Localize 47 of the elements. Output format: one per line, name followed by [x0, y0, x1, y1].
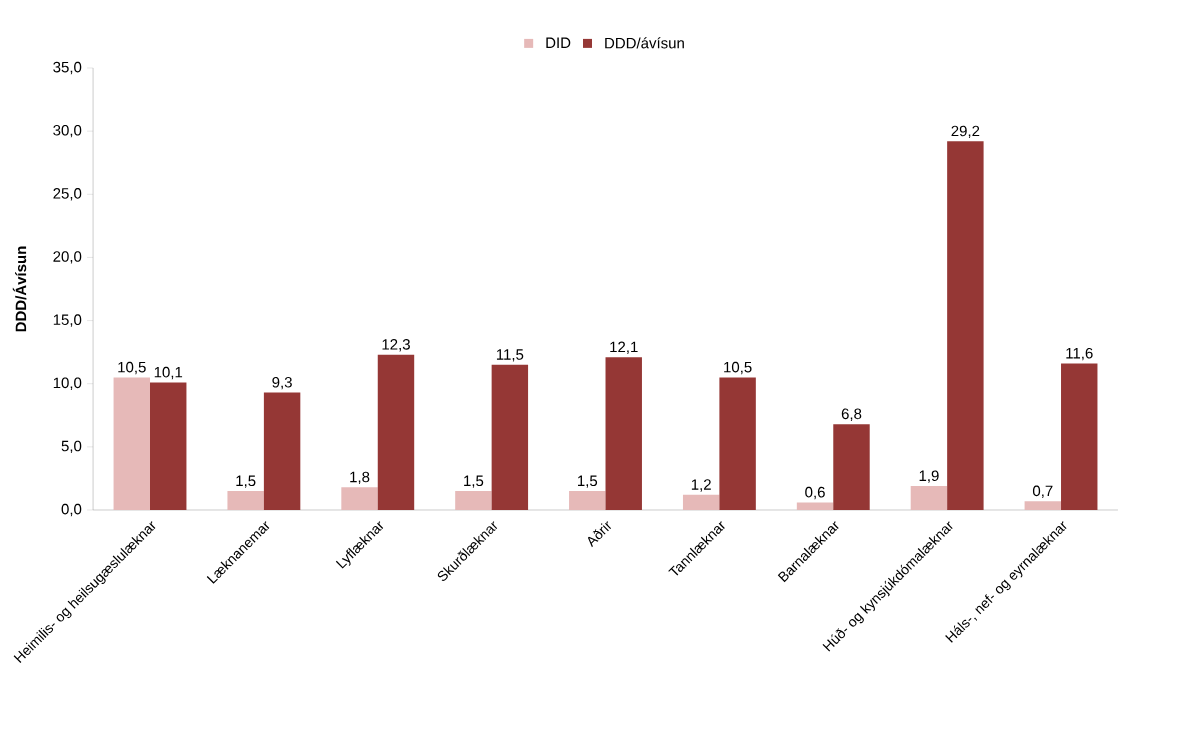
y-tick-label: 35,0	[53, 61, 82, 75]
y-tick-label: 5,0	[61, 440, 82, 454]
bar	[796, 502, 834, 510]
legend-label: DDD/ávísun	[605, 37, 684, 49]
bar	[341, 487, 378, 510]
bar	[491, 364, 529, 510]
bar	[569, 491, 606, 510]
data-label: 1,5	[578, 475, 598, 488]
data-label: 10,5	[724, 361, 752, 375]
data-label: 9,3	[272, 376, 292, 390]
legend-label: DID	[546, 37, 571, 48]
data-label: 11,6	[1066, 347, 1093, 361]
data-label: 29,2	[951, 125, 980, 139]
y-tick-label: 10,0	[53, 377, 82, 390]
bar	[910, 486, 948, 510]
data-label: 0,7	[1032, 485, 1053, 498]
data-label: 0,6	[805, 486, 825, 500]
bar	[682, 494, 720, 510]
data-label: 10,5	[118, 361, 146, 375]
data-label: 11,5	[496, 349, 524, 362]
y-tick-label: 20,0	[53, 251, 82, 264]
y-tick-label: 0,0	[61, 503, 82, 517]
y-tick-label: 15,0	[53, 314, 82, 327]
data-label: 6,8	[841, 408, 862, 421]
data-label: 1,5	[464, 475, 484, 488]
bar	[719, 377, 756, 510]
bar	[150, 382, 187, 510]
y-axis-title: DDD/Ávísun	[12, 246, 27, 332]
bar	[113, 377, 150, 510]
data-label: 12,1	[610, 341, 638, 354]
bar	[377, 354, 415, 510]
y-tick-label: 25,0	[53, 188, 82, 201]
data-label: 10,1	[154, 366, 183, 380]
data-label: 1,2	[691, 479, 711, 492]
data-label: 1,8	[350, 471, 370, 485]
bar	[605, 357, 642, 510]
bar	[1061, 363, 1098, 510]
bar	[227, 491, 264, 510]
bar	[1024, 501, 1062, 510]
bar	[947, 141, 984, 510]
bar	[833, 424, 870, 510]
bar	[263, 392, 301, 510]
data-label: 1,5	[236, 475, 256, 488]
bar	[455, 491, 492, 510]
y-tick-label: 30,0	[53, 124, 82, 138]
data-label: 1,9	[919, 470, 939, 483]
data-label: 12,3	[382, 339, 410, 352]
